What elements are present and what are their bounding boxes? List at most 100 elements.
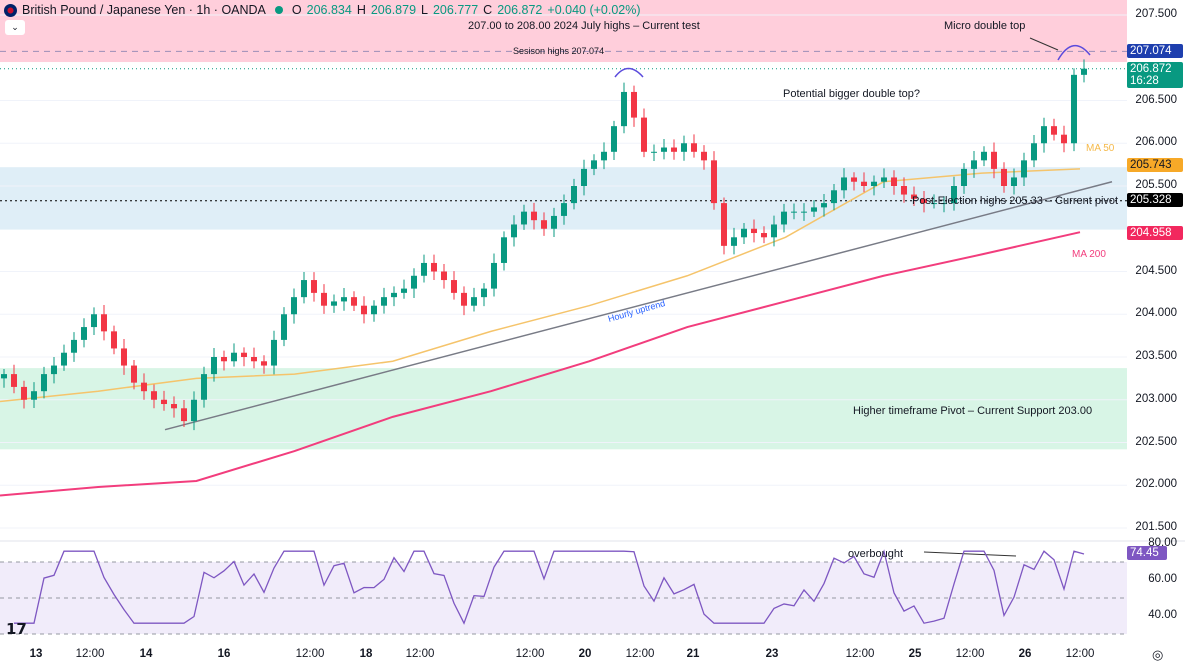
candle-body: [511, 224, 517, 238]
open-value: 206.834: [306, 3, 352, 17]
price-tick: 202.000: [1135, 478, 1177, 491]
price-tick: 203.000: [1135, 392, 1177, 405]
time-tick: 26: [1018, 648, 1032, 660]
candle-body: [731, 237, 737, 246]
candle-body: [581, 168, 587, 186]
candle-body: [201, 374, 207, 400]
uptrend-line: [164, 180, 1113, 431]
time-tick: 12:00: [845, 648, 875, 660]
candle-body: [971, 160, 977, 169]
candle-body: [471, 297, 477, 306]
support-label: Higher timeframe Pivot – Current Support…: [853, 405, 1093, 417]
candle-body: [601, 151, 607, 161]
candle-body: [621, 91, 627, 127]
candle-body: [641, 117, 647, 152]
settings-icon[interactable]: ◎: [1152, 647, 1164, 662]
candle-body: [631, 91, 637, 118]
candle-body: [811, 207, 817, 212]
collapse-chevron-icon[interactable]: ⌄: [5, 20, 25, 35]
candle-body: [941, 203, 947, 205]
candle-body: [661, 147, 667, 152]
candle-body: [531, 211, 537, 221]
candle-body: [541, 220, 547, 229]
candle-body: [1061, 134, 1067, 144]
candle-body: [321, 292, 327, 306]
double-top-arc: [614, 67, 644, 78]
candle-body: [301, 280, 307, 298]
candle-body: [51, 365, 57, 375]
ma50-label: MA 50: [1086, 143, 1115, 154]
tradingview-logo: 𝟭𝟳: [6, 621, 27, 638]
candle-body: [221, 357, 227, 362]
candle-body: [61, 352, 67, 366]
time-tick: 12:00: [515, 648, 545, 660]
overbought-arrow: [923, 551, 1017, 557]
ma200-label: MA 200: [1072, 249, 1106, 260]
candle-body: [21, 386, 27, 400]
candle-body: [211, 357, 217, 375]
candle-body: [461, 292, 467, 306]
candle-body: [251, 357, 257, 362]
candle-body: [951, 186, 957, 204]
candle-body: [981, 151, 987, 161]
bar-countdown: 16:28: [1130, 75, 1159, 87]
symbol-title[interactable]: British Pound / Japanese Yen · 1h · OAND…: [22, 3, 266, 17]
candle-body: [841, 177, 847, 191]
price-tick: 205.500: [1135, 179, 1177, 191]
candle-body: [341, 297, 347, 302]
time-tick: 14: [139, 648, 153, 660]
candle-body: [591, 160, 597, 169]
candle-body: [431, 262, 437, 272]
candle-body: [701, 151, 707, 161]
candle-body: [31, 391, 37, 400]
candle-body: [111, 331, 117, 349]
time-tick: 18: [359, 648, 373, 660]
candle-body: [1081, 68, 1087, 75]
candle-body: [891, 177, 897, 186]
candle-body: [71, 339, 77, 353]
candle-body: [911, 194, 917, 199]
candle-body: [391, 292, 397, 298]
candle-body: [161, 399, 167, 405]
pivot-label: Post-Election highs 205.33 – Current piv…: [912, 195, 1119, 207]
time-tick: 25: [908, 648, 922, 660]
time-tick: 21: [686, 648, 700, 660]
open-label: O: [291, 3, 302, 17]
candle-body: [441, 271, 447, 281]
candle-body: [801, 211, 807, 213]
candle-body: [451, 280, 457, 293]
candle-body: [331, 301, 337, 306]
ma50-line: [0, 168, 1081, 403]
candle-body: [821, 203, 827, 208]
candle-body: [831, 190, 837, 204]
candle-body: [761, 233, 767, 238]
price-tick: 202.500: [1135, 435, 1177, 448]
candle-body: [311, 280, 317, 293]
candle-body: [171, 404, 177, 409]
rsi-tag: 74.45: [1127, 546, 1167, 560]
bigger-double-top-label: Potential bigger double top?: [783, 88, 920, 100]
candle-body: [191, 399, 197, 422]
time-tick: 12:00: [295, 648, 325, 660]
low-label: L: [421, 3, 428, 17]
time-tick: 12:00: [955, 648, 985, 660]
candle-body: [121, 348, 127, 366]
time-tick: 12:00: [405, 648, 435, 660]
july-highs-label: 207.00 to 208.00 2024 July highs – Curre…: [468, 20, 700, 32]
gbpjpy-flag-icon: [4, 3, 17, 17]
candle-body: [721, 203, 727, 246]
session-highs-label: Sesison highs 207.074: [513, 46, 605, 56]
candle-body: [681, 143, 687, 152]
candle-body: [491, 262, 497, 289]
candle-body: [481, 288, 487, 298]
candle-body: [11, 374, 17, 387]
candle-body: [871, 181, 877, 186]
micro-double-top-arc: [1057, 45, 1091, 61]
candle-body: [501, 237, 507, 263]
micro-top-arrow: [1029, 37, 1059, 51]
candle-body: [401, 288, 407, 293]
candle-body: [611, 126, 617, 152]
candle-body: [361, 305, 367, 315]
rsi-tick: 40.00: [1148, 609, 1177, 621]
